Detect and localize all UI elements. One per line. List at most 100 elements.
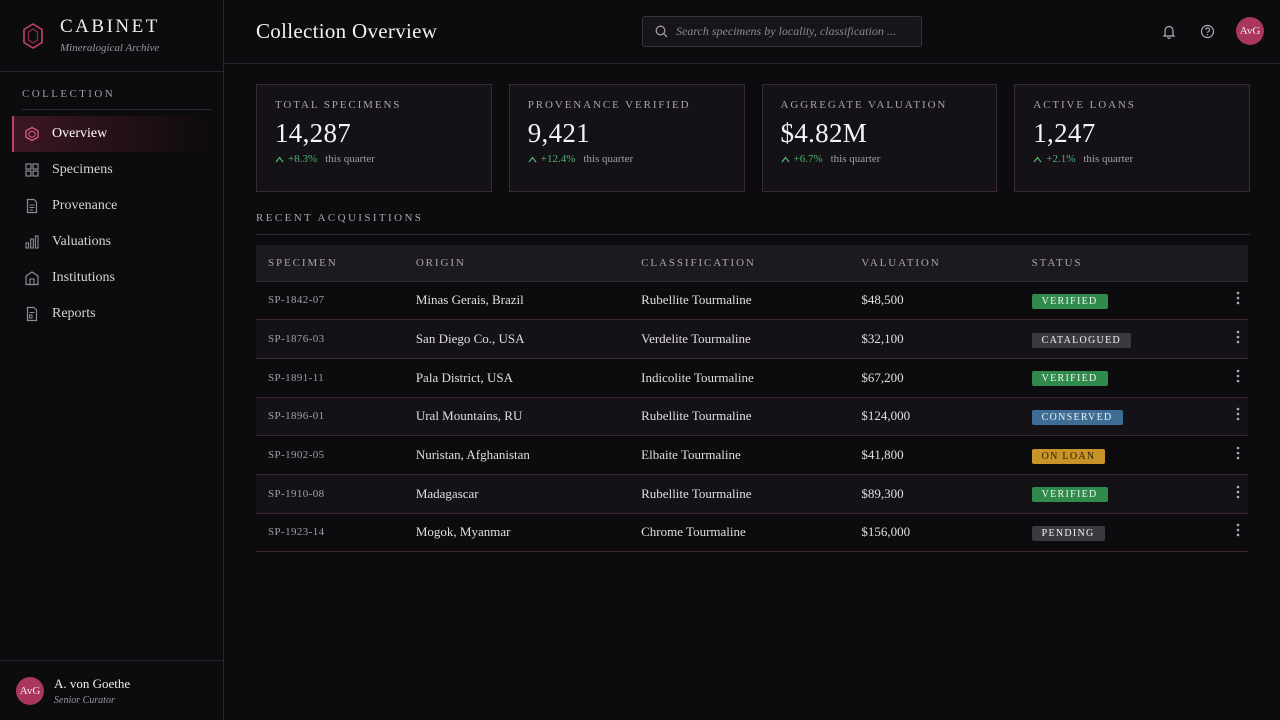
column-header-status[interactable]: STATUS xyxy=(1019,245,1224,282)
delta-text: +8.3% xyxy=(288,153,318,165)
row-actions[interactable] xyxy=(1223,320,1248,359)
table-row[interactable]: SP-1902-05 Nuristan, Afghanistan Elbaite T… xyxy=(256,436,1248,475)
hexagon-icon xyxy=(24,126,40,142)
status-badge: ON LOAN xyxy=(1031,448,1106,464)
column-header-specimen[interactable]: SPECIMEN xyxy=(256,245,404,282)
recent-acquisitions-title: RECENT ACQUISITIONS xyxy=(256,212,1250,235)
stat-value: 9,421 xyxy=(527,118,590,148)
kebab-menu-icon xyxy=(1236,369,1240,383)
stat-label: TOTAL SPECIMENS xyxy=(275,99,402,111)
kebab-menu-icon xyxy=(1236,292,1240,305)
table-header-row: SPECIMEN ORIGIN CLASSIFICATION VALUATION… xyxy=(256,245,1248,282)
bar-chart-icon xyxy=(24,234,40,250)
classification-cell: Verdelite Tourmaline xyxy=(641,331,751,347)
gem-logo-icon xyxy=(21,22,45,50)
stat-delta-value: +6.7% xyxy=(780,153,823,165)
status-badge: VERIFIED xyxy=(1031,293,1108,309)
status-cell: CONSERVED xyxy=(1020,397,1224,436)
column-header-valuation[interactable]: VALUATION xyxy=(849,245,1020,282)
stat-label: ACTIVE LOANS xyxy=(1033,99,1136,111)
stat-value: 1,247 xyxy=(1033,118,1096,148)
classification-cell: Elbaite Tourmaline xyxy=(641,447,741,463)
kebab-menu-icon xyxy=(1236,524,1240,537)
status-badge: PENDING xyxy=(1031,525,1105,541)
table-row[interactable]: SP-1910-08 Madagascar Rubellite Tourmaline… xyxy=(256,474,1248,514)
row-actions[interactable] xyxy=(1223,513,1248,552)
sidebar-item-reports[interactable]: Reports xyxy=(12,296,210,332)
origin-cell: Ural Mountains, RU xyxy=(415,408,523,424)
table-row[interactable]: SP-1923-14 Mogok, Myanmar Chrome Tourmalin… xyxy=(256,513,1248,552)
row-actions[interactable] xyxy=(1223,397,1248,436)
stat-delta-value: +2.1% xyxy=(1033,153,1075,165)
delta-note: this quarter xyxy=(583,153,634,165)
status-cell: CATALOGUED xyxy=(1020,320,1224,359)
delta-note: this quarter xyxy=(1083,153,1134,165)
stat-delta: +6.7% this quarter xyxy=(780,153,979,165)
kebab-menu-icon xyxy=(1236,330,1240,344)
table-row[interactable]: SP-1896-01 Ural Mountains, RU Rubellite To… xyxy=(256,397,1248,436)
grid-icon xyxy=(24,162,40,178)
document-icon xyxy=(24,198,40,214)
stat-delta-value: +8.3% xyxy=(275,153,317,165)
classification-cell: Rubellite Tourmaline xyxy=(641,292,752,308)
row-actions[interactable] xyxy=(1223,281,1248,320)
report-icon xyxy=(24,306,40,322)
classification-cell: Chrome Tourmaline xyxy=(641,524,746,540)
table-body: SP-1842-07 Minas Gerais, Brazil Rubellite … xyxy=(256,281,1248,552)
row-actions[interactable] xyxy=(1223,436,1248,475)
column-header-origin[interactable]: ORIGIN xyxy=(403,245,630,282)
stat-delta: +12.4% this quarter xyxy=(528,153,726,165)
status-badge: VERIFIED xyxy=(1031,371,1108,387)
valuation-cell: $32,100 xyxy=(861,331,904,347)
search-icon xyxy=(655,25,668,38)
table-row[interactable]: SP-1876-03 San Diego Co., USA Verdelite To… xyxy=(256,319,1248,359)
stat-label: AGGREGATE VALUATION xyxy=(780,99,948,111)
delta-text: +2.1% xyxy=(1046,153,1076,165)
sidebar-item-valuations[interactable]: Valuations xyxy=(12,224,210,260)
delta-text: +6.7% xyxy=(793,153,823,165)
page-title: Collection Overview xyxy=(256,19,438,43)
bell-icon[interactable] xyxy=(1161,23,1177,39)
status-badge: CONSERVED xyxy=(1031,409,1123,425)
table-row[interactable]: SP-1842-07 Minas Gerais, Brazil Rubellite … xyxy=(256,281,1248,320)
brand-subtitle: Mineralogical Archive xyxy=(60,42,160,54)
origin-cell: Pala District, USA xyxy=(415,369,513,385)
classification-cell: Rubellite Tourmaline xyxy=(641,408,752,424)
sidebar-section-label: COLLECTION xyxy=(22,88,211,110)
sidebar-item-label: Provenance xyxy=(52,198,118,213)
sidebar-item-provenance[interactable]: Provenance xyxy=(12,188,210,224)
status-cell: ON LOAN xyxy=(1020,436,1224,475)
brand-title: CABINET xyxy=(60,16,160,37)
row-actions[interactable] xyxy=(1223,474,1248,513)
sidebar-item-label: Reports xyxy=(52,306,96,321)
stat-delta-value: +12.4% xyxy=(528,153,575,165)
help-icon[interactable] xyxy=(1199,23,1215,39)
avatar: AvG xyxy=(16,676,44,705)
user-profile[interactable]: AvG A. von Goethe Senior Curator xyxy=(0,660,223,720)
table-row[interactable]: SP-1891-11 Pala District, USA Indicolite T… xyxy=(256,358,1248,398)
search-input[interactable] xyxy=(676,24,906,39)
valuation-cell: $124,000 xyxy=(861,408,911,424)
stat-delta: +2.1% this quarter xyxy=(1033,153,1231,165)
stat-card-active-loans: ACTIVE LOANS 1,247 +2.1% this quarter xyxy=(1014,84,1250,192)
specimen-id: SP-1842-07 xyxy=(268,294,325,307)
sidebar-item-label: Specimens xyxy=(52,162,113,177)
user-name: A. von Goethe xyxy=(54,675,131,691)
classification-cell: Rubellite Tourmaline xyxy=(641,485,752,501)
origin-cell: San Diego Co., USA xyxy=(415,331,525,347)
column-header-classification[interactable]: CLASSIFICATION xyxy=(629,245,850,282)
sidebar-item-specimens[interactable]: Specimens xyxy=(12,152,210,188)
specimen-id: SP-1910-08 xyxy=(268,487,325,500)
sidebar-item-overview[interactable]: Overview xyxy=(12,116,210,152)
status-badge: VERIFIED xyxy=(1031,487,1108,503)
sidebar: CABINET Mineralogical Archive COLLECTION… xyxy=(0,0,224,720)
delta-note: this quarter xyxy=(830,153,881,165)
row-actions[interactable] xyxy=(1223,358,1248,397)
topbar: Collection Overview AvG xyxy=(224,0,1280,64)
sidebar-nav: Overview Specimens Provenance Valuations… xyxy=(0,116,223,332)
search-box xyxy=(642,16,922,47)
sidebar-item-institutions[interactable]: Institutions xyxy=(12,260,210,296)
avatar[interactable]: AvG xyxy=(1236,17,1264,45)
valuation-cell: $41,800 xyxy=(861,447,904,463)
stat-card-total-specimens: TOTAL SPECIMENS 14,287 +8.3% this quarte… xyxy=(256,84,492,192)
